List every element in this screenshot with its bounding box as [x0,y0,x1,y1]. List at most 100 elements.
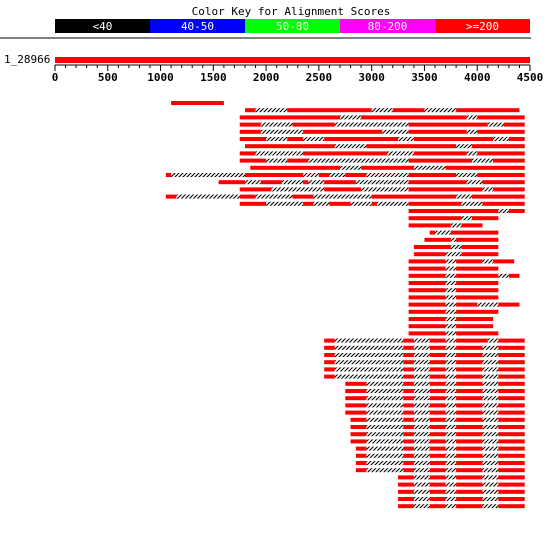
hit-segment [429,374,446,379]
hit-gap [334,374,404,379]
hit-segment [456,288,499,293]
hit-gap [456,173,478,177]
hit-row [398,475,525,480]
axis-tick-label: 3500 [411,71,438,84]
hit-gap [366,381,404,386]
hit-segment [498,374,525,379]
hit-gap [445,345,457,350]
hit-gap [482,475,499,480]
hit-segment [239,129,261,134]
hit-segment [403,461,414,465]
hit-row [165,194,525,199]
hit-segment [429,489,446,494]
hit-segment [345,396,367,401]
hit-segment [345,410,367,415]
hit-gap [413,374,430,379]
hit-gap [482,410,499,415]
hit-gap [334,144,367,149]
hit-gap [366,468,404,473]
hit-segment [429,360,446,365]
hit-gap [498,209,509,213]
hit-segment [456,266,499,271]
hit-gap [466,115,478,120]
hit-segment [471,144,525,149]
hit-segment [408,180,467,185]
hit-gap [308,158,409,163]
hit-gap [445,482,457,487]
hit-gap [445,446,457,451]
hit-row [345,381,525,386]
hit-segment [324,137,399,141]
hit-gap [413,403,430,408]
hit-row [245,108,520,113]
hit-segment [456,403,483,408]
hit-segment [471,194,525,199]
hit-segment [324,360,335,365]
hit-segment [350,417,367,422]
hit-gap [366,461,404,465]
hit-gap [413,381,430,386]
hit-gap [466,180,483,185]
hit-segment [165,194,177,199]
query-label: 1_28966 [4,53,50,66]
hit-gap [255,151,304,156]
hit-segment [292,122,335,127]
hit-segment [303,129,383,134]
hit-gap [445,432,457,437]
hit-segment [403,432,414,437]
hit-segment [429,353,446,357]
hit-segment [498,338,525,343]
hit-row [350,432,525,437]
hit-segment [456,453,483,458]
hit-gap [482,453,499,458]
hit-row [239,201,525,206]
hit-segment [498,425,525,429]
hit-gap [260,122,293,127]
hit-gap [376,201,409,206]
hit-segment [408,288,446,293]
hit-segment [361,115,467,120]
hit-row [424,237,499,242]
color-key: <40 40-50 50-80 80-200 >=200 [55,19,530,33]
hit-row [239,122,525,127]
hit-segment [408,309,446,314]
hit-segment [498,353,525,357]
hit-gap [445,417,457,422]
hit-gap [445,374,457,379]
query-bar [55,57,530,63]
color-key-swatch [55,19,150,33]
hit-segment [498,381,525,386]
hit-gap [366,410,404,415]
hit-gap [493,137,509,141]
hit-row [239,158,525,163]
hit-segment [324,345,335,350]
hit-segment [429,475,446,480]
hit-gap [255,108,288,113]
hit-row [171,101,224,105]
hit-gap [482,187,494,192]
hit-segment [498,468,525,473]
hit-gap [413,165,446,170]
hit-gap [445,324,457,329]
hit-segment [503,122,525,127]
hit-segment [403,389,414,393]
hit-row [408,273,520,278]
hit-gap [334,122,409,127]
hit-gap [245,180,261,185]
hit-row [408,309,499,314]
hit-segment [371,201,377,206]
hit-gap [271,187,325,192]
hit-segment [408,173,457,177]
hit-segment [324,374,335,379]
hit-segment [408,302,446,307]
hit-gap [366,403,404,408]
hit-segment [498,475,525,480]
hit-gap [366,432,404,437]
hit-segment [456,360,483,365]
hit-segment [477,129,525,134]
hit-row [408,266,499,271]
hit-row [324,338,525,343]
hit-gap [482,353,499,357]
hit-segment [456,108,520,113]
hit-segment [239,151,256,156]
